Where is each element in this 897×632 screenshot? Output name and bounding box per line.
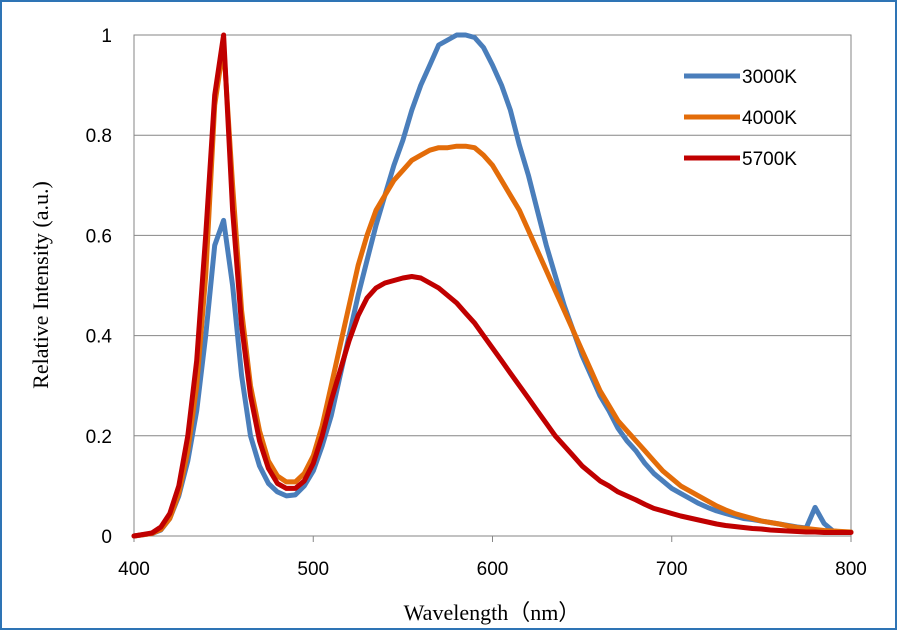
y-axis-label: Relative Intensity (a.u.) (28, 181, 53, 389)
y-tick-label: 0.6 (86, 226, 112, 247)
y-tick-label: 0.4 (86, 327, 113, 348)
legend-label-3000k: 3000K (742, 67, 797, 88)
y-tick-label: 0.8 (86, 126, 112, 147)
legend-label-4000k: 4000K (742, 108, 797, 129)
y-tick-label: 1 (101, 26, 112, 47)
tick-labels: 0 0.2 0.4 0.6 0.8 1 400 500 600 700 800 (86, 26, 867, 580)
x-tick-label: 700 (656, 559, 688, 580)
x-tick-label: 600 (477, 559, 509, 580)
y-tick-label: 0 (101, 527, 112, 548)
legend: 3000K 4000K 5700K (684, 67, 797, 170)
legend-label-5700k: 5700K (742, 149, 797, 170)
series-line-5700k (131, 32, 854, 539)
y-tick-label: 0.2 (86, 427, 112, 448)
x-tick-label: 500 (297, 559, 329, 580)
x-tick-label: 800 (835, 559, 867, 580)
x-axis-label: Wavelength（nm） (404, 600, 581, 625)
x-tick-label: 400 (118, 559, 150, 580)
series-lines (131, 32, 854, 539)
